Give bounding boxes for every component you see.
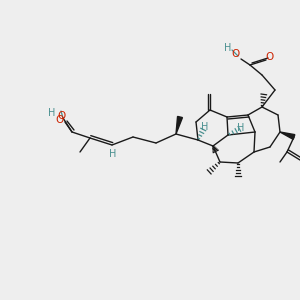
Polygon shape — [280, 132, 295, 140]
Text: H: H — [109, 149, 117, 159]
Text: O: O — [55, 115, 63, 125]
Text: H: H — [224, 43, 232, 53]
Polygon shape — [176, 116, 182, 134]
Text: O: O — [265, 52, 273, 62]
Text: H: H — [237, 123, 245, 133]
Text: O: O — [232, 49, 240, 59]
Text: O: O — [58, 111, 66, 121]
Text: H: H — [201, 122, 209, 132]
Text: H: H — [48, 108, 56, 118]
